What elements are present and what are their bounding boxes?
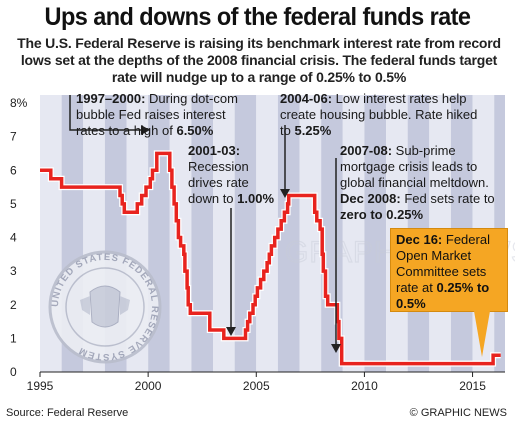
annotation-2007-08-body: Sub-prime mortgage crisis leads to globa…	[340, 143, 489, 190]
year-band	[213, 95, 235, 372]
annotation-1997-2000-head: 1997–2000:	[76, 91, 146, 106]
annotation-dec-16-box: Dec 16: Federal Open Market Committee se…	[390, 228, 508, 312]
y-tick-label: 7	[10, 130, 17, 144]
federal-reserve-seal: UNITED STATES FEDERAL RESERVE SYSTEM	[48, 250, 162, 364]
y-tick-label: 2	[10, 298, 17, 312]
annotation-2007-08: 2007-08: Sub-prime mortgage crisis leads…	[340, 143, 510, 223]
annotation-dec-16-head: Dec 16:	[396, 232, 443, 247]
source-note: Source: Federal Reserve	[6, 407, 129, 419]
y-tick-label: 6	[10, 163, 17, 177]
x-tick-label: 2000	[135, 379, 162, 393]
arrow-1997-2000-head	[141, 125, 150, 135]
x-tick-label: 2015	[459, 379, 486, 393]
annotation-2004-06-value: 5.25%	[294, 123, 332, 138]
axes: 0 1 2 3 4 5 6 7 8% 1995 2000 2005 2010 2015	[10, 96, 505, 393]
arrow-2004-06-head	[280, 189, 290, 198]
arrow-2007-08-head	[331, 344, 341, 353]
rate-series-line	[40, 151, 501, 366]
annotation-2001-03: 2001-03: Recession drives rate down to 1…	[188, 143, 278, 207]
annotation-2001-03-body: Recession drives rate down to	[188, 159, 249, 206]
credit-note: © GRAPHIC NEWS	[409, 407, 507, 419]
y-tick-label: 0	[10, 365, 17, 379]
x-tick-label: 2010	[351, 379, 378, 393]
y-tick-label: 5	[10, 197, 17, 211]
annotation-dec-2008-body: Fed sets rate to	[404, 191, 495, 206]
arrow-2001-03-head	[226, 327, 236, 336]
annotation-2004-06-body: Low interest rates help create housing b…	[280, 91, 478, 138]
annotation-1997-2000: 1997–2000: During dot-com bubble Fed rai…	[76, 91, 256, 139]
series-layer	[40, 150, 501, 367]
annotation-2001-03-head: 2001-03:	[188, 143, 241, 158]
annotation-dec-16-pointer	[474, 311, 490, 357]
page-title: Ups and downs of the federal funds rate	[44, 3, 471, 31]
page-subtitle: The U.S. Federal Reserve is raising its …	[17, 35, 501, 85]
annotation-dec-2008-head: Dec 2008:	[340, 191, 401, 206]
arrow-1997-2000	[69, 95, 142, 131]
annotation-2004-06: 2004-06: Low interest rates help create …	[280, 91, 480, 139]
year-band	[277, 95, 300, 372]
year-band	[342, 95, 365, 372]
annotation-arrows	[69, 95, 341, 353]
annotation-2007-08-head: 2007-08:	[340, 143, 393, 158]
y-tick-label: 8%	[10, 96, 28, 110]
annotation-2004-06-head: 2004-06:	[280, 91, 333, 106]
x-tick-label: 2005	[243, 379, 270, 393]
year-band	[364, 95, 387, 372]
y-tick-label: 3	[10, 264, 17, 278]
x-tick-label: 1995	[27, 379, 54, 393]
y-tick-label: 4	[10, 231, 17, 245]
year-band	[299, 95, 322, 372]
year-band	[256, 95, 278, 372]
annotation-dec-16-body: Federal Open Market Committee sets rate …	[396, 232, 490, 295]
annotation-1997-2000-value: 6.50%	[176, 123, 214, 138]
annotation-1997-2000-body: During dot-com bubble Fed raises interes…	[76, 91, 238, 138]
annotation-2001-03-value: 1.00%	[237, 191, 275, 206]
annotation-dec-16-value: 0.25% to 0.5%	[396, 280, 490, 311]
year-band	[191, 95, 214, 372]
annotation-dec-2008-value: zero to 0.25%	[340, 207, 424, 222]
y-tick-label: 1	[10, 331, 17, 345]
